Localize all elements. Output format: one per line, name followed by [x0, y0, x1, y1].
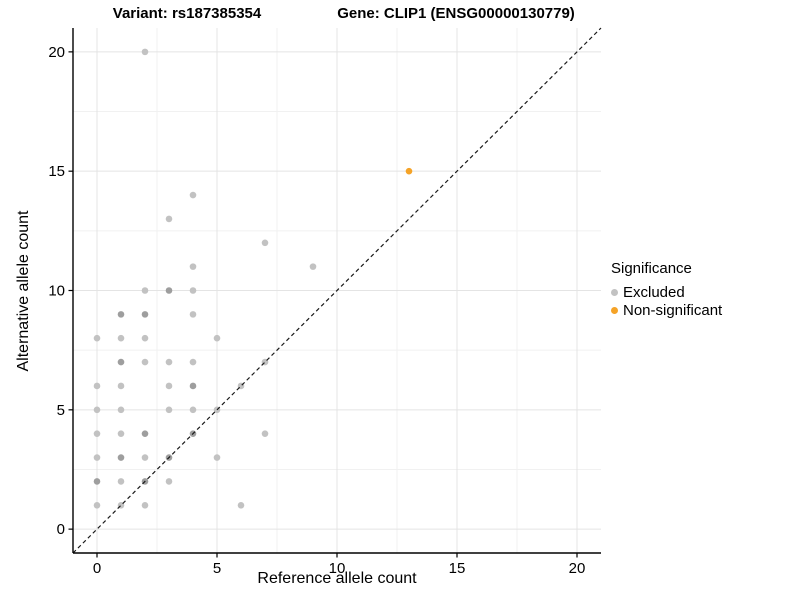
data-point [165, 406, 173, 414]
data-point [141, 311, 149, 318]
data-point [261, 239, 269, 247]
data-point [141, 358, 149, 366]
legend-swatch-icon [611, 306, 618, 314]
y-tick-label: 20 [48, 44, 65, 61]
data-point [117, 478, 125, 485]
data-point [141, 454, 149, 461]
x-tick-label: 15 [449, 560, 466, 577]
data-point [213, 454, 221, 461]
legend-item: Excluded [611, 283, 722, 301]
y-tick-label: 5 [57, 402, 65, 419]
data-point [117, 311, 125, 318]
data-point [141, 334, 149, 342]
data-point [165, 358, 173, 366]
data-point [93, 501, 101, 509]
data-point [189, 191, 197, 199]
data-point [189, 311, 197, 318]
data-point [405, 167, 413, 175]
data-point [189, 358, 197, 366]
data-point [189, 263, 197, 270]
data-point [93, 430, 101, 437]
data-point [189, 406, 197, 414]
variant-title: Variant: rs187385354 [112, 5, 262, 22]
data-point [93, 406, 101, 414]
data-point [93, 334, 101, 342]
data-point [165, 287, 173, 294]
y-tick-label: 10 [48, 283, 65, 300]
data-point [117, 406, 125, 414]
data-point [189, 287, 197, 294]
data-point [165, 382, 173, 390]
data-point [117, 382, 125, 390]
data-point [261, 430, 269, 437]
legend: Significance Excluded Non-significant [611, 260, 722, 319]
y-axis-title: Alternative allele count [15, 210, 32, 372]
data-point [165, 478, 173, 485]
data-point [117, 358, 125, 366]
legend-label: Non-significant [623, 301, 723, 319]
data-point [141, 48, 149, 56]
data-point [93, 382, 101, 390]
legend-swatch-icon [611, 288, 618, 296]
legend-label: Excluded [623, 283, 685, 301]
data-point [117, 430, 125, 437]
x-tick-label: 20 [569, 560, 586, 577]
data-point [93, 454, 101, 461]
x-axis-title: Reference allele count [257, 570, 417, 587]
data-point [309, 263, 317, 270]
legend-item: Non-significant [611, 301, 722, 319]
data-point [93, 478, 101, 485]
y-tick-label: 0 [57, 521, 65, 538]
data-point [141, 501, 149, 509]
data-point [165, 215, 173, 223]
y-tick-label: 15 [48, 163, 65, 180]
data-point [213, 334, 221, 342]
data-point [141, 430, 149, 437]
data-point [189, 382, 197, 390]
data-point [141, 287, 149, 294]
data-point [117, 334, 125, 342]
x-tick-label: 10 [329, 560, 346, 577]
x-tick-label: 0 [93, 560, 101, 577]
gene-title: Gene: CLIP1 (ENSG00000130779) [337, 5, 575, 22]
data-point [117, 454, 125, 461]
legend-title: Significance [611, 260, 692, 277]
data-point [237, 501, 245, 509]
identity-line [72, 27, 602, 554]
x-tick-label: 5 [213, 560, 221, 577]
